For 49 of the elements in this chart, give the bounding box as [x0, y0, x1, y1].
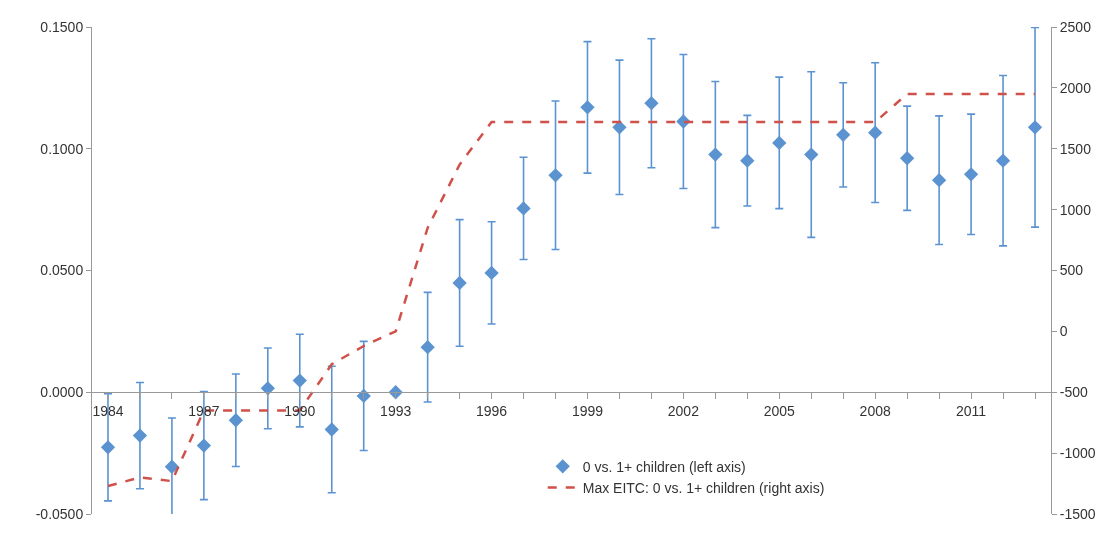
y2-tick-label: 1000 — [1059, 201, 1092, 218]
point — [772, 135, 787, 151]
point — [420, 340, 435, 355]
point — [324, 422, 339, 437]
point — [452, 275, 467, 291]
point — [1027, 120, 1043, 135]
x-tick-label: 2008 — [859, 403, 891, 420]
point — [612, 120, 627, 135]
legend-label: 0 vs. 1+ children (left axis) — [582, 458, 746, 475]
x-tick-label: 2011 — [956, 403, 987, 420]
x-tick-label: 2002 — [667, 403, 700, 420]
y-tick-label: 0.0500 — [40, 262, 84, 279]
y-tick-label: 0.0000 — [40, 384, 84, 401]
y2-tick-label: 2000 — [1059, 79, 1092, 96]
point — [228, 413, 243, 428]
y2-tick-label: -1000 — [1059, 445, 1096, 462]
point — [995, 153, 1011, 168]
point — [580, 100, 595, 115]
y2-tick-label: 0 — [1059, 323, 1068, 340]
point — [740, 153, 755, 168]
x-tick-label: 1993 — [380, 403, 412, 420]
point — [292, 373, 307, 388]
point — [196, 438, 212, 453]
x-tick-label: 1996 — [476, 403, 508, 420]
point — [931, 173, 947, 188]
point — [164, 459, 180, 474]
point — [708, 147, 723, 162]
point — [868, 125, 883, 140]
point — [548, 168, 563, 183]
y2-tick-label: 500 — [1059, 262, 1084, 279]
point — [132, 428, 148, 443]
y2-tick-label: 1500 — [1059, 140, 1092, 157]
legend-label: Max EITC: 0 vs. 1+ children (right axis) — [582, 479, 825, 496]
point — [484, 265, 499, 281]
y-tick-label: 0.1000 — [40, 140, 84, 157]
point — [963, 167, 979, 182]
point — [100, 440, 116, 455]
y-tick-label: -0.0500 — [35, 505, 84, 522]
y2-tick-label: -1500 — [1059, 505, 1096, 522]
point — [900, 151, 915, 166]
y2-tick-label: -500 — [1059, 384, 1089, 401]
point — [516, 201, 531, 216]
y-tick-label: 0.1500 — [40, 18, 84, 35]
y2-tick-label: 2500 — [1059, 18, 1092, 35]
point — [804, 147, 819, 162]
x-tick-label: 1999 — [571, 403, 604, 420]
x-tick-label: 2005 — [763, 403, 796, 420]
point — [836, 127, 851, 143]
point — [644, 96, 659, 111]
